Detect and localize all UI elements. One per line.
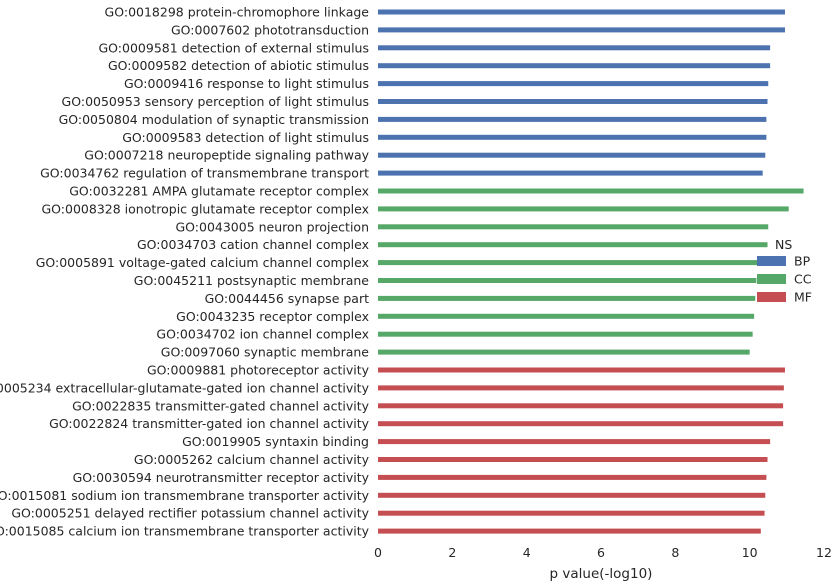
category-label: GO:0009581 detection of external stimulu… bbox=[99, 40, 370, 55]
bar-bp bbox=[378, 134, 767, 140]
bar-mf bbox=[378, 474, 767, 480]
bar-cc bbox=[378, 206, 789, 212]
bars-group bbox=[378, 9, 804, 534]
x-tick-label: 4 bbox=[523, 545, 531, 560]
bar-bp bbox=[378, 9, 785, 15]
category-label: GO:0034703 cation channel complex bbox=[137, 237, 369, 252]
category-label: GO:0050953 sensory perception of light s… bbox=[62, 94, 369, 109]
category-label: GO:0030594 neurotransmitter receptor act… bbox=[73, 470, 370, 485]
x-tick-label: 8 bbox=[671, 545, 679, 560]
bar-mf bbox=[378, 457, 768, 462]
bar-cc bbox=[378, 349, 750, 355]
bar-mf bbox=[378, 367, 785, 373]
legend-swatch-bp bbox=[757, 256, 786, 266]
category-label: GO:0005234 extracellular-glutamate-gated… bbox=[0, 380, 370, 395]
category-label: GO:0018298 protein-chromophore linkage bbox=[105, 5, 370, 20]
category-label: GO:0043005 neuron projection bbox=[175, 219, 369, 234]
category-label: GO:0032281 AMPA glutamate receptor compl… bbox=[69, 184, 369, 199]
category-label: GO:0034762 regulation of transmembrane t… bbox=[40, 166, 369, 181]
category-label: GO:0019905 syntaxin binding bbox=[182, 434, 369, 449]
category-label: GO:0022824 transmitter-gated ion channel… bbox=[49, 416, 370, 431]
bar-cc bbox=[378, 188, 804, 194]
bar-cc bbox=[378, 224, 769, 230]
category-label: GO:0009582 detection of abiotic stimulus bbox=[108, 58, 369, 73]
x-tick-label: 12 bbox=[816, 545, 832, 560]
x-axis-title: p value(-log10) bbox=[550, 566, 653, 582]
bar-bp bbox=[378, 63, 771, 69]
legend-swatch-mf bbox=[757, 292, 786, 302]
category-label: GO:0022835 transmitter-gated channel act… bbox=[72, 398, 369, 413]
bar-cc bbox=[378, 313, 755, 319]
category-labels: GO:0018298 protein-chromophore linkage GO… bbox=[0, 5, 370, 539]
category-label: GO:0044456 synapse part bbox=[205, 291, 369, 306]
x-tick-label: 2 bbox=[448, 545, 456, 560]
category-label: GO:0009583 detection of light stimulus bbox=[122, 130, 369, 145]
bar-cc bbox=[378, 278, 757, 283]
bar-mf bbox=[378, 510, 765, 516]
category-label: GO:0097060 synaptic membrane bbox=[161, 345, 370, 360]
bar-bp bbox=[378, 45, 771, 51]
x-axis-ticks: 0 2 4 6 8 10 12 bbox=[374, 545, 832, 560]
category-label: GO:0043235 receptor complex bbox=[176, 309, 369, 324]
legend-label-cc: CC bbox=[794, 272, 812, 287]
bar-cc bbox=[378, 295, 756, 301]
bar-mf bbox=[378, 439, 771, 445]
legend-label-mf: MF bbox=[794, 290, 812, 305]
bar-bp bbox=[378, 27, 785, 33]
bar-bp bbox=[378, 170, 763, 176]
legend-label-bp: BP bbox=[794, 254, 811, 269]
bar-cc bbox=[378, 242, 768, 248]
legend: NS BP CC MF bbox=[757, 237, 812, 305]
bar-mf bbox=[378, 528, 761, 534]
bar-mf bbox=[378, 492, 766, 498]
bar-bp bbox=[378, 116, 767, 122]
category-label: GO:0005891 voltage-gated calcium channel… bbox=[36, 255, 369, 270]
legend-swatch-cc bbox=[757, 274, 786, 284]
category-label: GO:0015081 sodium ion transmembrane tran… bbox=[0, 488, 370, 503]
category-label: GO:0007218 neuropeptide signaling pathwa… bbox=[84, 148, 369, 163]
bar-cc bbox=[378, 331, 753, 337]
category-label: GO:0050804 modulation of synaptic transm… bbox=[59, 112, 369, 127]
category-label: GO:0009416 response to light stimulus bbox=[124, 76, 369, 91]
bar-bp bbox=[378, 152, 766, 158]
category-label: GO:0015085 calcium ion transmembrane tra… bbox=[0, 524, 370, 539]
bar-mf bbox=[378, 385, 784, 391]
bar-mf bbox=[378, 421, 784, 427]
category-label: GO:0007602 phototransduction bbox=[171, 22, 369, 37]
bar-bp bbox=[378, 99, 768, 104]
category-label: GO:0009881 photoreceptor activity bbox=[147, 363, 370, 378]
category-label: GO:0008328 ionotropic glutamate receptor… bbox=[42, 201, 370, 216]
x-tick-label: 6 bbox=[597, 545, 605, 560]
category-label: GO:0005262 calcium channel activity bbox=[134, 452, 370, 467]
bar-bp bbox=[378, 81, 769, 87]
bar-mf bbox=[378, 403, 784, 409]
category-label: GO:0005251 delayed rectifier potassium c… bbox=[11, 506, 369, 521]
legend-title: NS bbox=[775, 237, 792, 252]
category-label: GO:0045211 postsynaptic membrane bbox=[134, 273, 370, 288]
bar-cc bbox=[378, 260, 758, 266]
category-label: GO:0034702 ion channel complex bbox=[156, 327, 369, 342]
x-tick-label: 0 bbox=[374, 545, 382, 560]
x-tick-label: 10 bbox=[742, 545, 758, 560]
